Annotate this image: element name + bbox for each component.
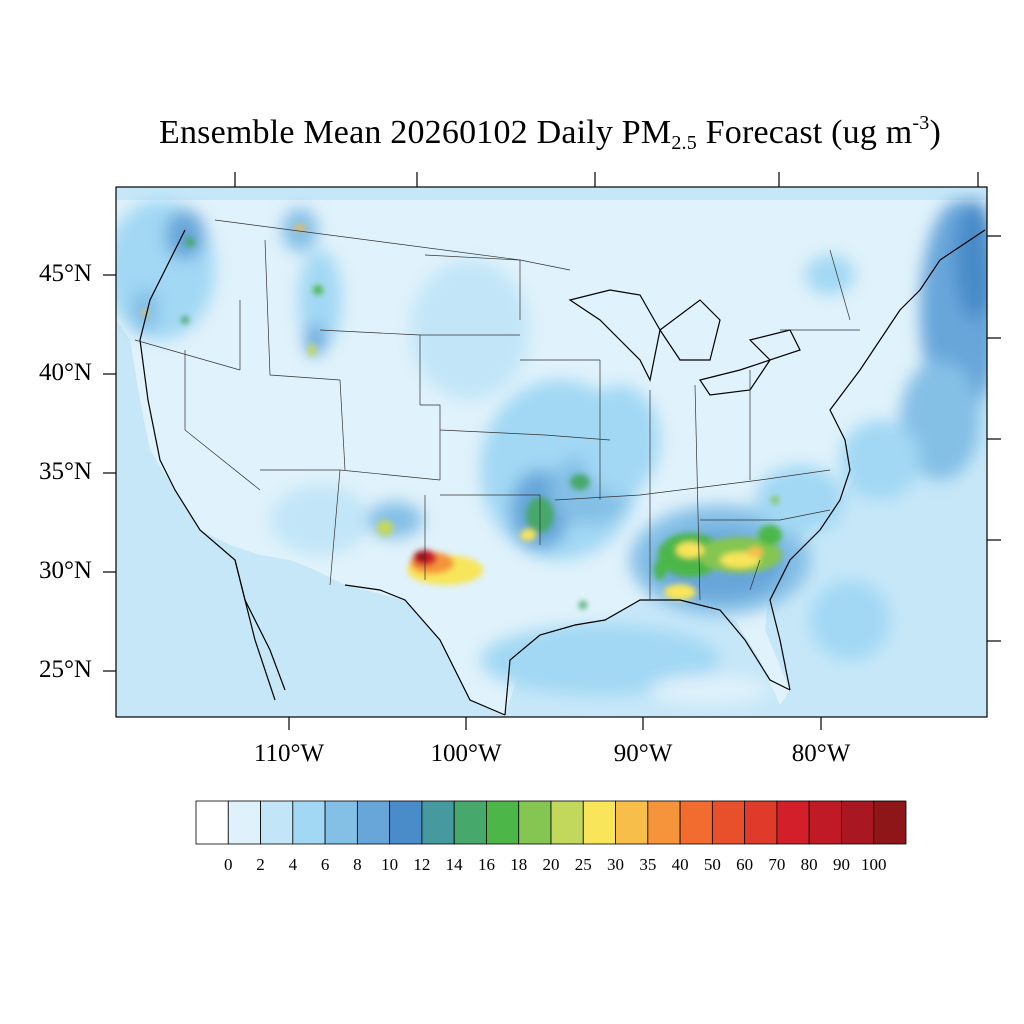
colorbar-level-label: 25 [574,855,592,874]
colorbar-level-label: 12 [413,855,431,874]
colorbar-level-label: 60 [736,855,754,874]
colorbar-box [195,800,229,845]
lon-label-100: 100°W [430,740,502,767]
colorbar-box [711,800,746,845]
colorbar-level-label: 8 [353,855,362,874]
colorbar-level-label: 35 [639,855,657,874]
lon-label-110: 110°W [253,740,325,767]
colorbar-level-label: 90 [832,855,850,874]
colorbar-box [679,800,713,845]
colorbar-box [615,800,649,845]
colorbar-box [873,800,907,845]
colorbar-box [324,800,358,845]
axis-ticks [103,172,1001,730]
lat-label-30: 30°N [38,557,92,584]
colorbar-box [486,800,520,845]
colorbar-box [389,800,423,845]
map-frame [115,186,988,718]
colorbar-box [582,800,616,845]
map-title: Ensemble Mean 20260102 Daily PM2.5 Forec… [158,112,942,154]
colorbar-level-label: 80 [800,855,818,874]
colorbar-box [356,800,391,845]
colorbar-level-label: 70 [768,855,786,874]
lat-label-35: 35°N [38,458,92,485]
colorbar-level-label: 14 [445,855,463,874]
colorbar-box [647,800,681,845]
colorbar-box [421,800,455,845]
colorbar-level-label: 0 [224,855,233,874]
colorbar-level-label: 40 [671,855,689,874]
colorbar-box [550,800,584,845]
colorbar-level-label: 100 [860,855,887,874]
lat-label-45: 45°N [38,260,92,287]
colorbar-level-label: 2 [256,855,265,874]
state-borders [134,219,860,601]
colorbar-level-label: 16 [477,855,495,874]
lat-label-25: 25°N [38,656,92,683]
colorbar [195,800,907,845]
colorbar-level-label: 10 [381,855,399,874]
colorbar-level-label: 18 [510,855,528,874]
colorbar-box [227,800,261,845]
colorbar-box [292,800,326,845]
lon-label-90: 90°W [613,740,673,767]
colorbar-box [518,800,552,845]
colorbar-level-label: 20 [542,855,560,874]
lon-label-80: 80°W [791,740,851,767]
colorbar-box [776,800,810,845]
colorbar-box [841,800,875,845]
colorbar-level-label: 4 [288,855,298,874]
coastlines [139,229,986,716]
colorbar-level-label: 50 [703,855,721,874]
lat-label-40: 40°N [38,359,92,386]
colorbar-level-label: 30 [607,855,625,874]
colorbar-box [744,800,778,845]
colorbar-box [453,800,487,845]
colorbar-box [260,800,294,845]
colorbar-box [808,800,842,845]
colorbar-level-label: 6 [320,855,330,874]
